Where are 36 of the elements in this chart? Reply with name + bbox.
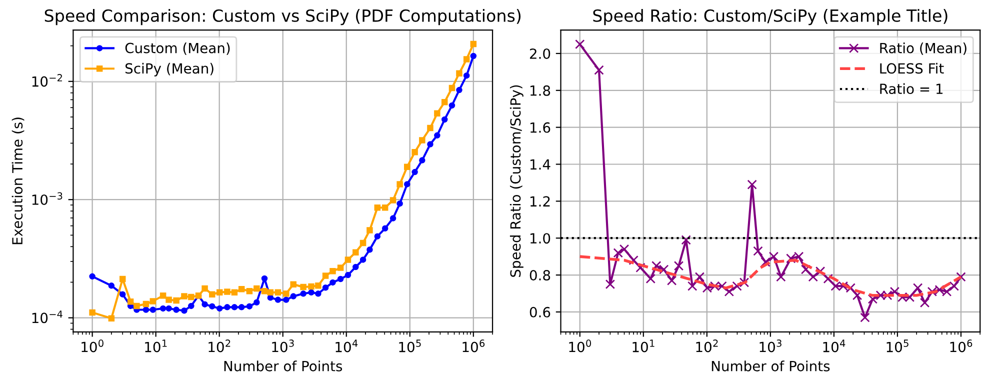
x-tick-label: 10$^{3}$	[760, 340, 782, 352]
x-axis-title: Number of Points	[712, 360, 830, 372]
y-tick-label: 0.8	[530, 270, 550, 280]
y-tick-label: 10$^{−4}$	[32, 310, 62, 324]
x-tick-label: 10$^{1}$	[632, 340, 654, 352]
x-tick-label: 10$^{3}$	[272, 340, 294, 352]
legend-label: Ratio = 1	[880, 83, 943, 94]
x-axis-title: Number of Points	[224, 360, 342, 372]
chart-title: Speed Comparison: Custom vs SciPy (PDF Computations)	[44, 9, 521, 26]
y-tick-label: 1.6	[530, 122, 550, 133]
legend-label: LOESS Fit	[880, 62, 944, 74]
y-tick-label: 1.8	[530, 85, 550, 96]
x-tick-label: 10$^{2}$	[696, 340, 718, 352]
y-tick-label: 1.2	[530, 196, 550, 206]
x-tick-label: 10$^{6}$	[462, 340, 485, 352]
legend-label: Ratio (Mean)	[880, 42, 966, 55]
x-tick-label: 10$^{2}$	[208, 340, 230, 352]
x-tick-label: 10$^{5}$	[399, 340, 421, 352]
x-tick-label: 10$^{5}$	[886, 340, 908, 352]
y-axis-title: Execution Time (s)	[12, 118, 24, 244]
y-tick-label: 2.0	[530, 48, 550, 59]
legend-label: Custom (Mean)	[125, 42, 230, 55]
legend-label: SciPy (Mean)	[125, 62, 214, 76]
x-tick-label: 10$^{0}$	[569, 340, 592, 352]
x-tick-label: 10$^{4}$	[336, 340, 358, 352]
x-tick-label: 10$^{4}$	[823, 340, 846, 352]
y-tick-label: 0.6	[530, 306, 550, 318]
y-tick-label: 1.0	[530, 233, 550, 244]
x-tick-label: 10$^{0}$	[82, 340, 104, 352]
y-tick-label: 10$^{−2}$	[32, 74, 62, 87]
y-axis-title: Speed Ratio (Custom/SciPy)	[510, 85, 524, 277]
x-tick-label: 10$^{1}$	[145, 340, 167, 352]
y-tick-label: 1.4	[530, 159, 550, 170]
y-tick-label: 10$^{−3}$	[32, 192, 62, 205]
x-tick-label: 10$^{6}$	[950, 340, 972, 352]
chart-title: Speed Ratio: Custom/SciPy (Example Title)	[593, 9, 948, 26]
